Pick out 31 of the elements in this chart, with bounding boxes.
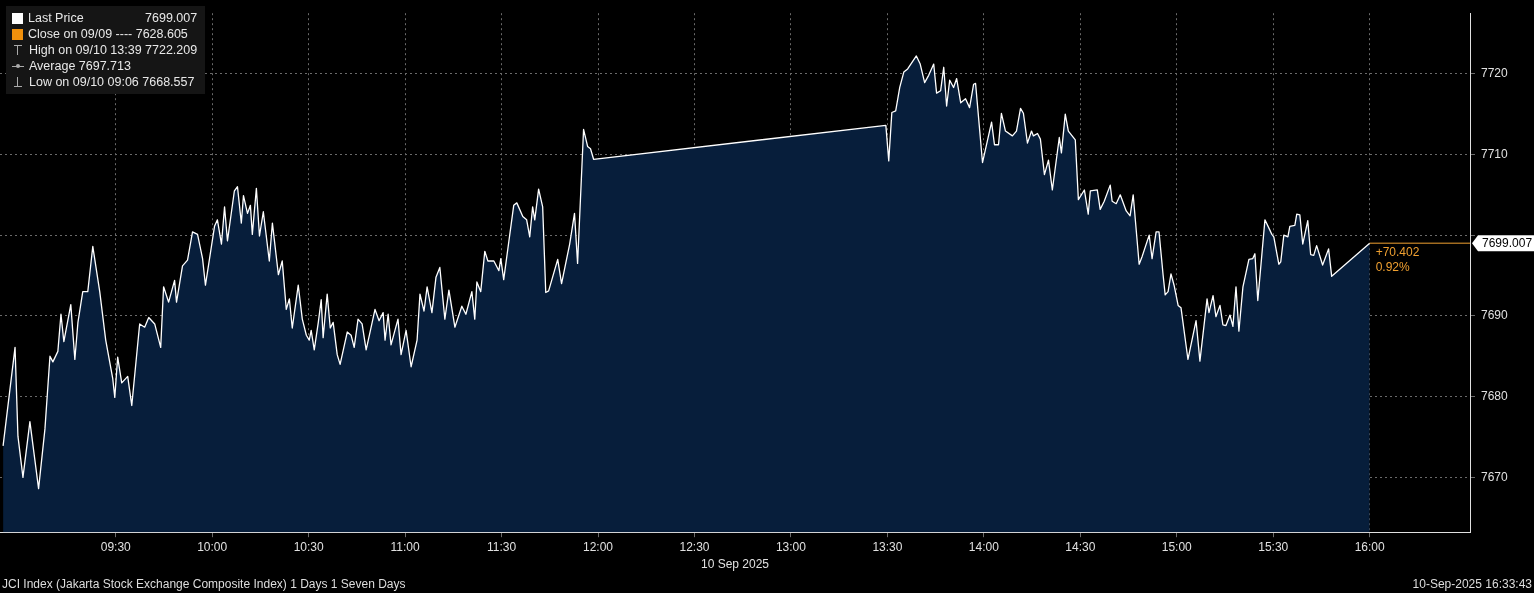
x-tick-label: 09:30 <box>100 539 132 554</box>
legend-label: Last Price <box>28 10 84 26</box>
annotation: Close on 09/09 ---- 7628.605 <box>28 26 188 42</box>
y-tick-label: 7690 <box>1481 308 1509 323</box>
text: 10-Sep-2025 16:33:43 <box>1412 577 1532 591</box>
x-tick-label: 10:00 <box>197 539 228 554</box>
annotation: +70.402 <box>1375 245 1420 260</box>
x-tick-label: 13:30 <box>872 539 903 554</box>
x-tick-label: 15:30 <box>1258 539 1289 554</box>
y-tick-label: 7680 <box>1481 388 1509 403</box>
x-tick-label: 11:00 <box>390 539 421 554</box>
ref-line-label: 7699.007 <box>1482 236 1533 251</box>
x-axis-title: 10 Sep 2025 <box>700 557 770 572</box>
text: JCI Index (Jakarta Stock Exchange Composite Index) 1 Days 1 Seven Days <box>2 577 406 591</box>
x-tick-label: 11:30 <box>487 539 517 554</box>
annotation: Low on 09/10 09:06 7668.557 <box>29 74 195 90</box>
x-tick-label: 16:00 <box>1354 539 1386 554</box>
x-tick-label: 15:00 <box>1161 539 1193 554</box>
annotation: High on 09/10 13:39 7722.209 <box>29 42 198 58</box>
x-tick-label: 13:00 <box>775 539 807 554</box>
x-tick-label: 10:30 <box>293 539 324 554</box>
y-tick-label: 7720 <box>1481 66 1509 81</box>
x-tick-label: 14:00 <box>968 539 1000 554</box>
x-tick-label: 14:30 <box>1065 539 1096 554</box>
annotation: Average 7697.713 <box>29 58 131 74</box>
y-tick-label: 7670 <box>1481 469 1509 484</box>
x-tick-label: 12:00 <box>583 539 614 554</box>
y-tick-label: 7710 <box>1481 146 1509 161</box>
annotation: 0.92% <box>1375 260 1411 275</box>
x-tick-label: 12:30 <box>679 539 710 554</box>
text: 7699.007 <box>145 11 198 25</box>
